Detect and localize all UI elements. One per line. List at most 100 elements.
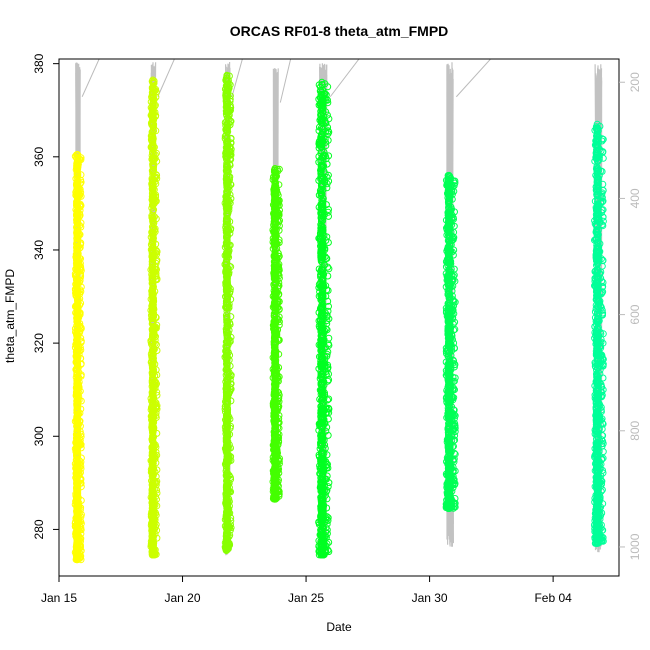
theta-point xyxy=(223,196,231,204)
theta-point xyxy=(271,415,279,423)
theta-point xyxy=(73,535,81,543)
theta-point xyxy=(223,318,231,326)
theta-layer xyxy=(71,71,607,564)
theta-point xyxy=(149,450,157,458)
theta-point xyxy=(73,377,81,385)
theta-point xyxy=(149,479,157,487)
theta-point xyxy=(271,426,279,434)
theta-point xyxy=(324,130,332,138)
theta-point xyxy=(149,208,157,216)
theta-point xyxy=(149,493,157,501)
theta-point xyxy=(149,496,157,504)
theta-point xyxy=(318,318,326,326)
pressure-link-4 xyxy=(279,59,292,103)
theta-point xyxy=(223,163,231,171)
theta-point xyxy=(272,439,280,447)
theta-point xyxy=(222,499,230,507)
theta-point xyxy=(317,250,325,258)
theta-series-1 xyxy=(71,151,85,564)
theta-point xyxy=(319,270,327,278)
chart-title: ORCAS RF01-8 theta_atm_FMPD xyxy=(230,23,449,39)
theta-point xyxy=(319,341,327,349)
theta-point xyxy=(223,388,231,396)
theta-point xyxy=(271,442,278,450)
theta-point xyxy=(271,239,279,247)
theta-point xyxy=(149,416,157,424)
theta-point xyxy=(315,234,323,242)
theta-point xyxy=(275,274,283,282)
theta-point xyxy=(74,219,82,227)
theta-point xyxy=(275,456,282,464)
theta-point xyxy=(151,198,159,206)
theta-point xyxy=(73,483,81,491)
theta-point xyxy=(223,215,231,223)
theta-point xyxy=(149,244,157,252)
theta-point xyxy=(317,502,325,510)
theta-point xyxy=(149,445,157,452)
theta-point xyxy=(223,283,231,291)
theta-point xyxy=(275,222,283,230)
theta-point xyxy=(272,360,280,368)
theta-point xyxy=(71,270,79,278)
theta-point xyxy=(75,393,83,401)
theta-point xyxy=(275,272,283,280)
theta-point xyxy=(148,128,156,136)
theta-point xyxy=(149,168,157,176)
theta-point xyxy=(271,288,279,296)
pressure-link-5 xyxy=(329,59,360,98)
theta-point xyxy=(222,263,230,271)
theta-point xyxy=(74,313,82,321)
theta-point xyxy=(153,526,161,534)
theta-point xyxy=(73,496,80,504)
theta-point xyxy=(73,154,80,162)
theta-point xyxy=(223,138,230,146)
theta-point xyxy=(272,267,280,274)
theta-point xyxy=(316,123,323,131)
theta-point xyxy=(72,492,80,500)
theta-point xyxy=(151,226,158,234)
theta-point xyxy=(74,405,82,413)
theta-point xyxy=(317,118,325,126)
theta-point xyxy=(270,474,278,482)
theta-point xyxy=(223,542,231,550)
theta-point xyxy=(318,81,326,89)
theta-point xyxy=(76,259,84,267)
theta-point xyxy=(318,98,326,106)
theta-point xyxy=(223,120,231,128)
theta-point xyxy=(317,107,325,115)
theta-point xyxy=(318,456,326,464)
theta-series-2 xyxy=(147,76,161,559)
theta-point xyxy=(222,303,230,311)
theta-point xyxy=(73,532,81,540)
theta-point xyxy=(269,488,277,495)
theta-point xyxy=(73,420,81,428)
theta-point xyxy=(73,515,81,523)
theta-point xyxy=(270,190,278,198)
theta-point xyxy=(151,452,159,460)
theta-point xyxy=(323,180,331,188)
theta-point xyxy=(316,87,324,95)
theta-point xyxy=(224,391,231,399)
theta-point xyxy=(222,434,230,442)
theta-point xyxy=(149,536,157,543)
theta-point xyxy=(72,358,80,366)
theta-point xyxy=(319,432,327,440)
theta-point xyxy=(224,376,231,384)
theta-point xyxy=(271,394,279,402)
theta-point xyxy=(77,171,85,179)
theta-point xyxy=(226,375,234,383)
theta-point xyxy=(320,360,328,367)
theta-point xyxy=(152,259,160,267)
theta-point xyxy=(272,234,280,242)
theta-point xyxy=(227,333,235,341)
theta-point xyxy=(275,226,283,234)
theta-point xyxy=(317,243,325,251)
theta-point xyxy=(223,80,231,88)
theta-point xyxy=(322,292,330,300)
theta-point xyxy=(271,356,279,364)
theta-point xyxy=(151,324,159,332)
theta-point xyxy=(73,193,81,201)
theta-point xyxy=(318,251,326,259)
theta-point xyxy=(76,541,84,549)
theta-point xyxy=(75,155,83,163)
